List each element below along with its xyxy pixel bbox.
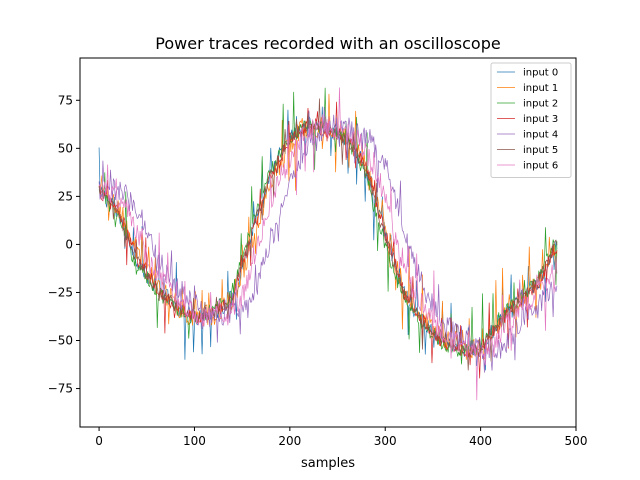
x-tick-label: 100 [183, 434, 206, 448]
x-tick-label: 300 [374, 434, 397, 448]
legend-label: input 5 [523, 145, 558, 156]
legend-label: input 4 [523, 130, 558, 141]
x-axis: 0 100 200 300 400 500 [95, 427, 587, 448]
x-tick-label: 500 [565, 434, 588, 448]
legend-label: input 3 [523, 114, 558, 125]
plot-area [79, 57, 577, 428]
x-axis-title: samples [301, 456, 355, 471]
y-tick-label: −25 [48, 285, 73, 299]
series-layer [98, 87, 558, 401]
legend: input 0 input 1 input 2 input 3 input 4 input… [490, 62, 572, 178]
legend-label: input 0 [523, 68, 558, 79]
legend-box [490, 62, 572, 178]
y-tick-label: 75 [58, 93, 73, 107]
series-line-input-6 [98, 87, 558, 401]
y-tick-label: 50 [58, 141, 73, 155]
y-tick-label: 25 [58, 189, 73, 203]
chart-title: Power traces recorded with an oscillosco… [155, 34, 500, 53]
y-tick-label: 0 [65, 237, 73, 251]
y-axis: −75 −50 −25 0 25 50 75 [48, 93, 80, 396]
y-tick-label: −75 [48, 382, 73, 396]
x-tick-label: 400 [469, 434, 492, 448]
legend-label: input 2 [523, 99, 558, 110]
x-tick-label: 0 [95, 434, 103, 448]
x-tick-label: 200 [278, 434, 301, 448]
y-tick-label: −50 [48, 334, 73, 348]
legend-label: input 1 [523, 83, 558, 94]
legend-label: input 6 [523, 161, 558, 172]
plot-frame [79, 57, 577, 428]
